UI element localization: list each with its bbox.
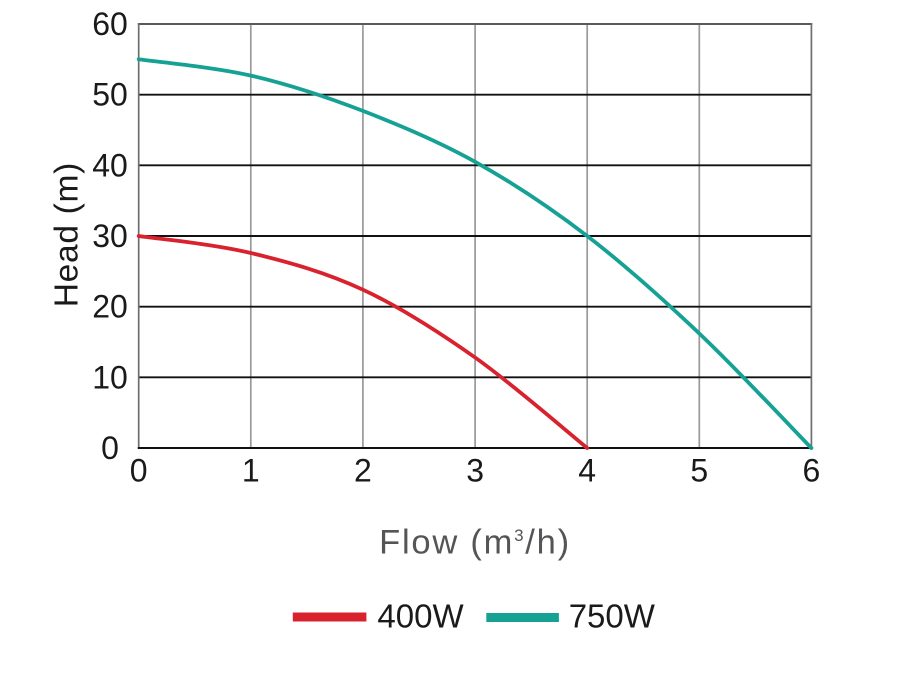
svg-text:40: 40 [92, 147, 128, 183]
svg-text:4: 4 [578, 453, 596, 489]
svg-text:60: 60 [92, 6, 128, 42]
svg-text:10: 10 [92, 359, 128, 395]
svg-text:Head (m): Head (m) [48, 162, 85, 307]
svg-text:30: 30 [92, 218, 128, 254]
svg-text:2: 2 [354, 453, 372, 489]
svg-text:0: 0 [130, 453, 148, 489]
svg-text:50: 50 [92, 77, 128, 113]
svg-text:1: 1 [242, 453, 260, 489]
svg-text:20: 20 [92, 289, 128, 325]
svg-text:Flow (m3/h): Flow (m3/h) [379, 524, 571, 562]
svg-text:6: 6 [803, 453, 821, 489]
svg-text:0: 0 [101, 430, 119, 466]
svg-text:750W: 750W [569, 598, 656, 635]
svg-text:400W: 400W [377, 598, 464, 635]
svg-text:3: 3 [466, 453, 484, 489]
svg-text:5: 5 [690, 453, 708, 489]
